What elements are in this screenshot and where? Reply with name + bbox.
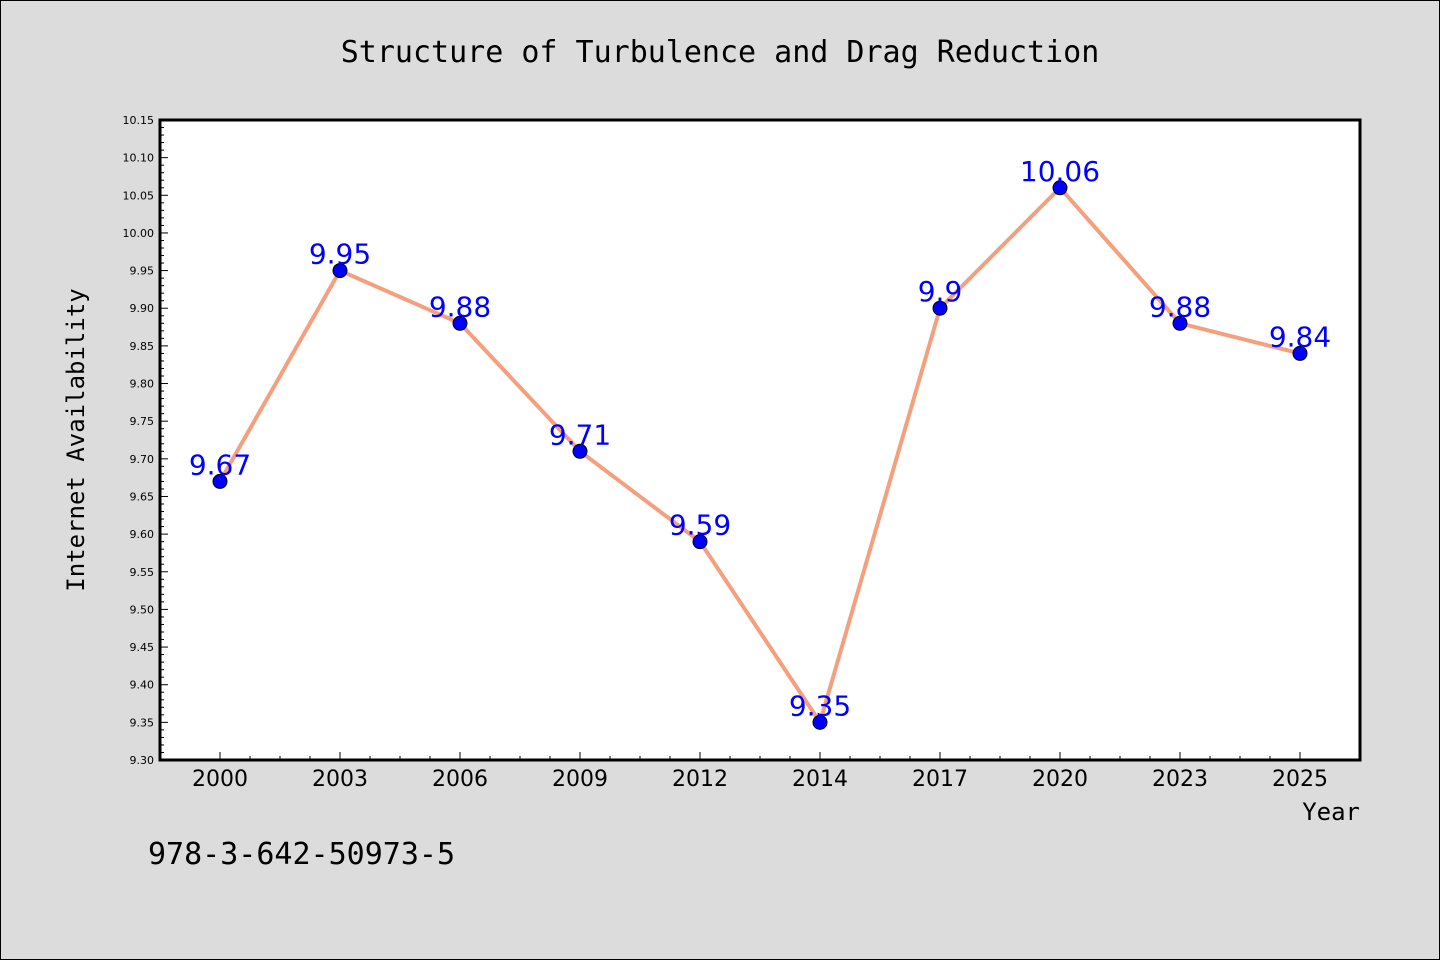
x-tick-label: 2017 [912, 767, 968, 792]
x-tick-label: 2003 [312, 767, 368, 792]
data-label: 9.9 [918, 275, 963, 308]
y-tick-label: 10.10 [123, 152, 155, 165]
data-point [932, 300, 948, 316]
data-point [1052, 180, 1068, 196]
data-label: 9.67 [189, 448, 251, 481]
series-line: 9.67 9.95 9.88 9.71 9.59 9.35 9.9 10.06 9.88 9.84 [189, 155, 1331, 730]
y-tick-label: 9.50 [130, 603, 155, 616]
y-tick-label: 10.00 [123, 227, 155, 240]
y-tick-label: 9.55 [130, 566, 155, 579]
y-tick-label: 9.45 [130, 641, 155, 654]
x-tick-label: 2014 [792, 767, 848, 792]
y-tick-label: 9.65 [130, 490, 155, 503]
y-tick-label: 9.30 [130, 754, 155, 767]
y-tick-label: 9.95 [130, 265, 155, 278]
data-point [572, 443, 588, 459]
data-label: 9.35 [789, 689, 851, 722]
plot-frame [158, 118, 1362, 762]
footnote-isbn: 978-3-642-50973-5 [148, 837, 455, 872]
plot-area [160, 120, 1360, 760]
x-tick-label: 2025 [1272, 767, 1328, 792]
y-tick-label: 9.90 [130, 302, 155, 315]
series-line-path [218, 185, 1302, 725]
x-axis-label: Year [1302, 798, 1360, 826]
y-tick-label: 9.80 [130, 378, 155, 391]
data-label: 10.06 [1020, 155, 1100, 188]
data-point [692, 534, 708, 550]
y-tick-label: 10.05 [123, 189, 155, 202]
y-tick-label: 9.70 [130, 453, 155, 466]
data-point [212, 473, 228, 489]
data-point [1172, 315, 1188, 331]
data-label: 9.88 [1149, 290, 1211, 323]
x-tick-label: 2012 [672, 767, 728, 792]
y-tick-label: 9.40 [130, 679, 155, 692]
y-tick-label: 9.60 [130, 528, 155, 541]
data-label: 9.59 [669, 509, 731, 542]
data-label: 9.84 [1269, 320, 1331, 353]
x-axis: 2000 2003 2006 2009 2012 2014 2017 2020 2023 2025 [192, 752, 1328, 792]
chart-title: Structure of Turbulence and Drag Reducti… [341, 35, 1100, 70]
data-point [812, 714, 828, 730]
x-tick-label: 2023 [1152, 767, 1208, 792]
y-axis: 9.30 9.35 9.40 9.45 9.50 9.55 9.60 9.65 9.70 9.75… [123, 114, 168, 767]
data-label: 9.88 [429, 290, 491, 323]
y-tick-label: 10.15 [123, 114, 155, 127]
y-tick-label: 9.35 [130, 716, 155, 729]
x-tick-label: 2000 [192, 767, 248, 792]
y-axis-label: Internet Availability [62, 288, 90, 591]
data-label: 9.95 [309, 238, 371, 271]
x-tick-label: 2009 [552, 767, 608, 792]
data-point [1292, 345, 1308, 361]
data-label: 9.71 [549, 418, 611, 451]
y-tick-label: 9.85 [130, 340, 155, 353]
y-tick-label: 9.75 [130, 415, 155, 428]
data-point [332, 263, 348, 279]
x-tick-label: 2020 [1032, 767, 1088, 792]
x-tick-label: 2006 [432, 767, 488, 792]
data-point [452, 315, 468, 331]
